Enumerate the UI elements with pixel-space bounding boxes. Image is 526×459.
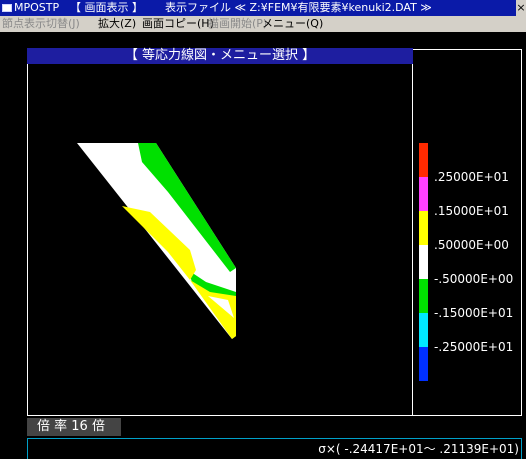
frame-divider: [412, 49, 413, 416]
app-name: MPOSTP: [14, 1, 60, 14]
legend-label: -.50000E+00: [434, 272, 514, 286]
mode-label: 【 画面表示 】: [70, 1, 143, 14]
legend-swatch: [419, 313, 428, 347]
contour-green-bottom: [188, 270, 236, 298]
menu-toggle-nodes[interactable]: 節点表示切替(J): [2, 17, 80, 30]
contour-yellow-bottom: [190, 280, 236, 339]
menu-start-drawing[interactable]: 描画開始(P): [208, 17, 268, 30]
contour-region: [77, 143, 236, 339]
close-button[interactable]: ×: [516, 0, 526, 16]
zoom-label: 倍 率 16 倍: [27, 418, 121, 436]
legend-swatch: [419, 347, 428, 381]
title-bar: MPOSTP 【 画面表示 】 表示ファイル ≪ Z:¥FEM¥有限要素¥ken…: [0, 0, 526, 16]
contour-green-top: [138, 143, 236, 272]
menu-screen-copy[interactable]: 画面コピー(H): [142, 17, 214, 30]
legend-swatch: [419, 211, 428, 245]
legend-label: .50000E+00: [434, 238, 509, 252]
legend-swatch: [419, 245, 428, 279]
window-icon[interactable]: [2, 4, 12, 12]
menu-zoom[interactable]: 拡大(Z): [98, 17, 137, 30]
menu-main[interactable]: メニュー(Q): [262, 17, 324, 30]
legend-label: -.15000E+01: [434, 306, 514, 320]
contour-yellow-left: [122, 206, 196, 280]
contour-white-bottom: [208, 296, 234, 318]
legend-swatch: [419, 177, 428, 211]
legend-swatch: [419, 279, 428, 313]
legend-swatch: [419, 143, 428, 177]
legend-label: -.25000E+01: [434, 340, 514, 354]
plot-caption: 【 等応力線図・メニュー選択 】: [27, 48, 413, 64]
menu-bar: 節点表示切替(J) 拡大(Z) 画面コピー(H) 描画開始(P) メニュー(Q): [0, 16, 526, 32]
legend-label: .15000E+01: [434, 204, 509, 218]
contour-white: [77, 143, 236, 339]
file-label: 表示ファイル ≪ Z:¥FEM¥有限要素¥kenuki2.DAT ≫: [165, 1, 432, 14]
legend-label: .25000E+01: [434, 170, 509, 184]
stress-range-readout: σ×( -.24417E+01～ .21139E+01): [27, 438, 522, 459]
